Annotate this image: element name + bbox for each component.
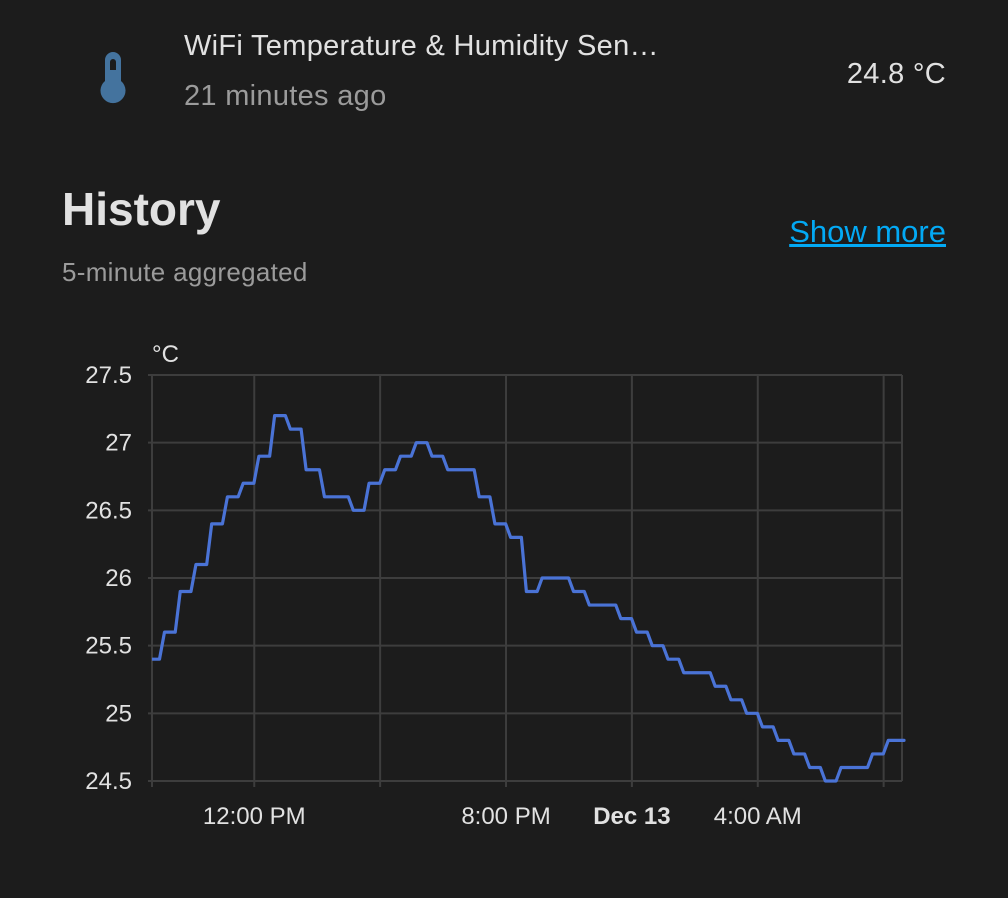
- x-axis-ticks: 12:00 PM 8:00 PM Dec 13 4:00 AM: [203, 803, 802, 830]
- y-tick-label: 27.5: [85, 362, 132, 389]
- x-tick-label: Dec 13: [593, 803, 670, 830]
- show-more-link[interactable]: Show more: [789, 214, 946, 249]
- y-tick-label: 25.5: [85, 633, 132, 660]
- y-axis-unit: °C: [152, 341, 179, 368]
- aggregation-label: 5-minute aggregated: [62, 257, 308, 287]
- x-tick-label: 12:00 PM: [203, 803, 306, 830]
- thermometer-icon: [100, 52, 126, 104]
- y-tick-label: 26: [105, 565, 132, 592]
- history-title: History: [62, 183, 221, 235]
- x-tick-label: 8:00 PM: [461, 803, 550, 830]
- y-axis-ticks: 27.5 27 26.5 26 25.5 25 24.5: [85, 362, 132, 795]
- y-tick-label: 26.5: [85, 497, 132, 524]
- last-changed-time: 21 minutes ago: [184, 80, 387, 112]
- x-tick-label: 4:00 AM: [714, 803, 802, 830]
- y-tick-label: 27: [105, 430, 132, 457]
- y-tick-label: 24.5: [85, 768, 132, 795]
- y-tick-label: 25: [105, 700, 132, 727]
- entity-name: WiFi Temperature & Humidity Sen…: [184, 30, 659, 62]
- temperature-line: [152, 414, 906, 783]
- state-value: 24.8 °C: [846, 58, 946, 90]
- history-chart[interactable]: °C 27.5 27 26.5 26 25.5 25 24.5 12:00 PM 8:00 P…: [0, 330, 1008, 850]
